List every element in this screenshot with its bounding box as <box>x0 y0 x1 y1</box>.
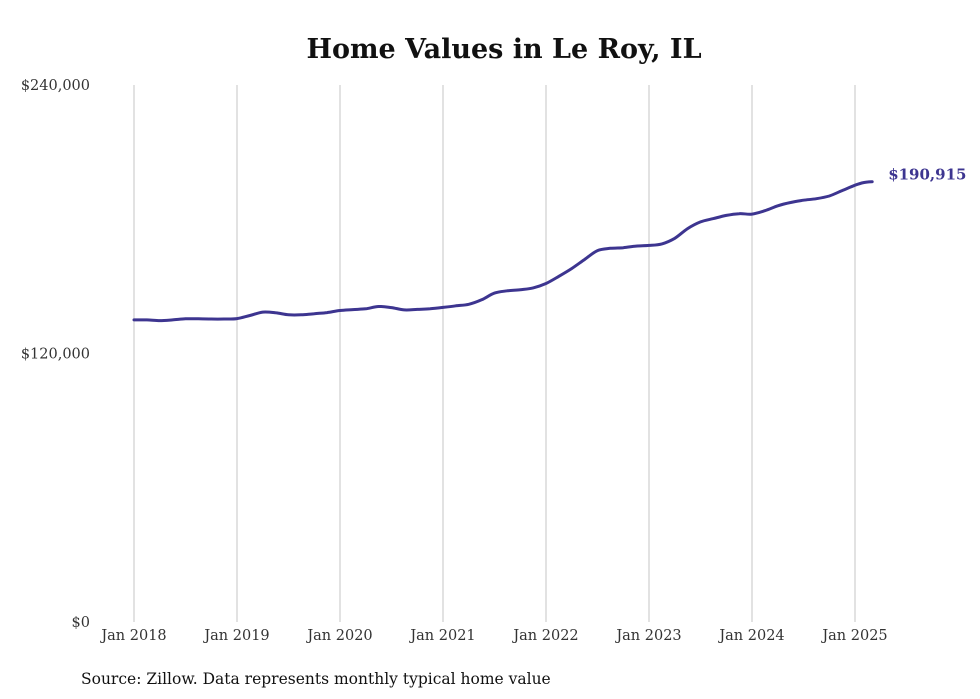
series-layer: $190,915 <box>132 166 966 323</box>
x-tick-label: Jan 2024 <box>717 628 784 644</box>
source-note: Source: Zillow. Data represents monthly … <box>81 670 551 688</box>
end-value-label: $190,915 <box>888 166 966 184</box>
x-tick-label: Jan 2020 <box>305 628 372 644</box>
x-tick-label: Jan 2023 <box>614 628 681 644</box>
x-axis: Jan 2018 Jan 2019 Jan 2020 Jan 2021 Jan 2022… <box>99 628 887 644</box>
grid-lines <box>133 85 856 622</box>
chart-title: Home Values in Le Roy, IL <box>306 34 701 65</box>
x-tick-label: Jan 2022 <box>511 628 578 644</box>
x-tick-label: Jan 2019 <box>202 628 269 644</box>
x-tick-label: Jan 2025 <box>820 628 887 644</box>
y-tick-label: $0 <box>72 615 90 631</box>
y-tick-label: $240,000 <box>21 78 90 94</box>
x-tick-label: Jan 2021 <box>408 628 475 644</box>
x-tick-label: Jan 2018 <box>99 628 166 644</box>
series-line <box>132 180 874 323</box>
y-axis: $0 $120,000 $240,000 <box>21 78 90 631</box>
y-tick-label: $120,000 <box>21 347 90 363</box>
